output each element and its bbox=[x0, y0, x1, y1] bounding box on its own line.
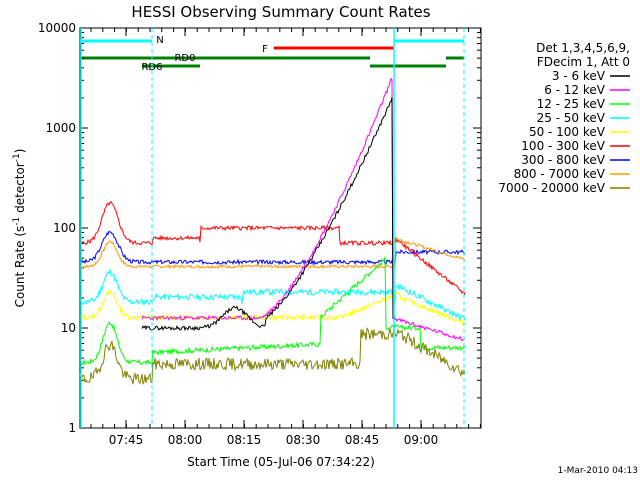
trace-7000-20000-kev bbox=[79, 326, 466, 386]
state-bar-label: F bbox=[262, 44, 268, 55]
count-rate-traces bbox=[79, 77, 466, 386]
trace-12-25-kev bbox=[79, 256, 466, 367]
x-tick-label: 08:15 bbox=[227, 433, 262, 447]
event-markers bbox=[80, 28, 465, 428]
x-axis-label: Start Time (05-Jul-06 07:34:22) bbox=[187, 455, 375, 469]
axis-ticks: 1 10 100 1000 10000 07:45 08:00 08:15 08:30 08:45… bbox=[38, 21, 481, 447]
legend-entry-label: 7000 - 20000 keV bbox=[498, 181, 605, 195]
y-tick-label: 100 bbox=[53, 221, 76, 235]
state-bar-label: RD6 bbox=[141, 62, 162, 73]
legend-entry-label: 50 - 100 keV bbox=[529, 125, 606, 139]
trace-300-800-kev bbox=[79, 230, 466, 266]
y-tick-label: 10000 bbox=[38, 21, 76, 35]
observing-state-bars: N F RD0 RD6 bbox=[80, 35, 464, 73]
trace-50-100-kev bbox=[79, 289, 466, 327]
footer-timestamp: 1-Mar-2010 04:13 bbox=[558, 466, 638, 476]
legend-entry-label: 25 - 50 keV bbox=[537, 111, 606, 125]
y-tick-label: 10 bbox=[61, 321, 76, 335]
trace-6-12-kev bbox=[141, 77, 466, 342]
x-tick-label: 09:00 bbox=[404, 433, 439, 447]
legend-entry-label: 6 - 12 keV bbox=[544, 83, 606, 97]
x-tick-label: 08:45 bbox=[345, 433, 380, 447]
trace-25-50-kev bbox=[79, 268, 466, 322]
x-tick-label: 08:30 bbox=[286, 433, 321, 447]
legend-entry-label: 300 - 800 keV bbox=[521, 153, 605, 167]
legend-entry-label: 12 - 25 keV bbox=[537, 97, 606, 111]
trace-100-300-kev bbox=[79, 200, 466, 296]
y-tick-label: 1000 bbox=[45, 121, 76, 135]
state-bar-label: RD0 bbox=[174, 53, 195, 64]
y-tick-label: 1 bbox=[68, 421, 76, 435]
x-tick-label: 08:00 bbox=[168, 433, 203, 447]
legend-entry-label: 100 - 300 keV bbox=[521, 139, 605, 153]
trace-800-7000-kev bbox=[79, 238, 466, 269]
legend-entry-label: 800 - 7000 keV bbox=[514, 167, 606, 181]
x-tick-label: 07:45 bbox=[109, 433, 144, 447]
legend-header-line-2: FDecim 1, Att 0 bbox=[537, 55, 630, 69]
legend-entry-label: 3 - 6 keV bbox=[552, 69, 606, 83]
y-axis-label: Count Rate (s-1 detector-1) bbox=[12, 149, 27, 308]
chart-title: HESSI Observing Summary Count Rates bbox=[131, 3, 430, 21]
legend-header-line-1: Det 1,3,4,5,6,9, bbox=[536, 41, 630, 55]
trace-3-6-kev bbox=[141, 97, 396, 332]
state-bar-label: N bbox=[156, 35, 163, 46]
